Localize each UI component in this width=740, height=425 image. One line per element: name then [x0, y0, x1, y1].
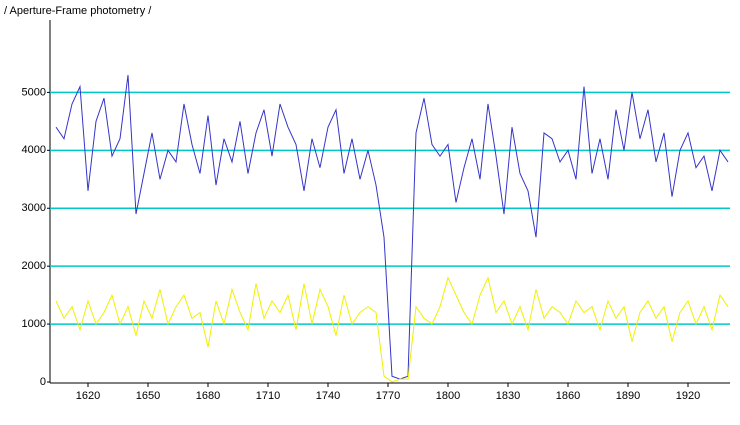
y-tick-label: 4000 [22, 144, 46, 156]
x-tick-label: 1650 [136, 390, 160, 402]
x-tick-label: 1830 [496, 390, 520, 402]
y-tick-label: 1000 [22, 318, 46, 330]
x-tick-label: 1770 [376, 390, 400, 402]
x-tick-label: 1800 [436, 390, 460, 402]
y-tick-label: 3000 [22, 202, 46, 214]
x-tick-label: 1740 [316, 390, 340, 402]
y-tick-label: 5000 [22, 86, 46, 98]
x-tick-label: 1860 [556, 390, 580, 402]
series-line [55, 74, 729, 380]
y-tick-label: 2000 [22, 260, 46, 272]
x-tick-label: 1890 [616, 390, 640, 402]
chart-title: / Aperture-Frame photometry / [4, 5, 152, 17]
x-tick-label: 1620 [76, 390, 100, 402]
x-tick-label: 1710 [256, 390, 280, 402]
series-line [55, 276, 729, 383]
y-tick-label: 0 [40, 376, 46, 388]
x-tick-label: 1680 [196, 390, 220, 402]
x-tick-label: 1920 [676, 390, 700, 402]
